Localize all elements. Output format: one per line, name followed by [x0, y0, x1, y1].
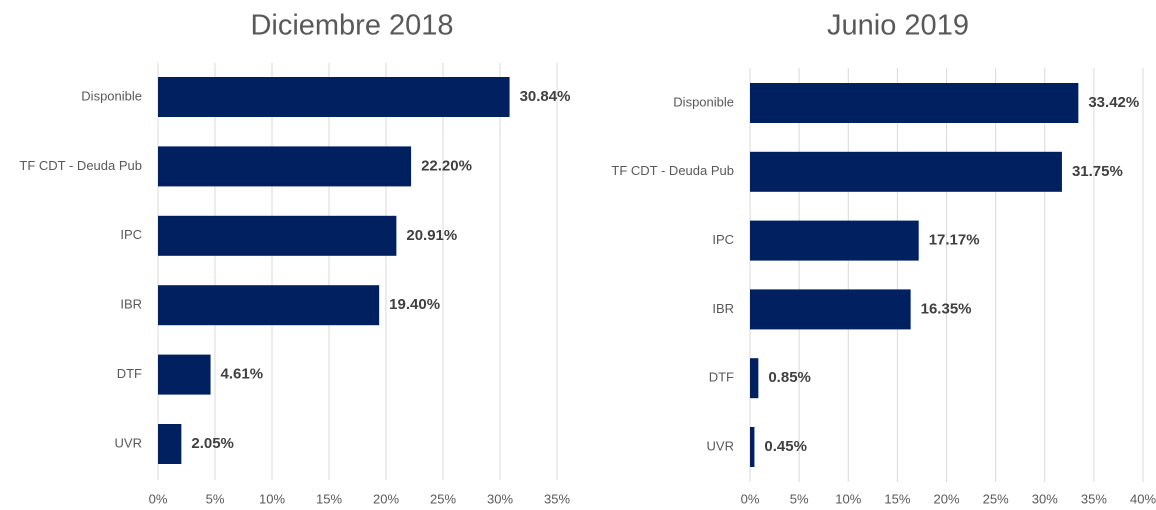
data-label: 2.05%: [191, 435, 234, 452]
y-tick-label: UVR: [115, 435, 142, 450]
bar: [158, 354, 211, 395]
y-tick-label: IBR: [712, 301, 734, 316]
y-tick-label: Disponible: [81, 88, 142, 103]
x-tick-label: 5%: [206, 491, 225, 506]
y-tick-label: IBR: [120, 297, 142, 312]
bar: [158, 77, 510, 117]
data-label: 31.75%: [1072, 163, 1123, 180]
y-tick-label: IPC: [712, 232, 734, 247]
x-tick-label: 25%: [983, 491, 1009, 506]
chart-title: Diciembre 2018: [250, 10, 453, 42]
y-tick-label: IPC: [120, 227, 142, 242]
data-label: 4.61%: [221, 366, 264, 383]
x-tick-label: 30%: [1032, 491, 1058, 506]
x-tick-label: 10%: [835, 491, 861, 506]
y-tick-label: TF CDT - Deuda Pub: [19, 158, 142, 173]
x-tick-label: 15%: [316, 491, 342, 506]
x-tick-label: 10%: [259, 491, 285, 506]
bar: [750, 83, 1079, 123]
x-tick-label: 15%: [884, 491, 910, 506]
x-tick-label: 35%: [1081, 491, 1107, 506]
y-tick-label: DTF: [709, 370, 734, 385]
bar: [158, 215, 397, 256]
bar: [750, 289, 911, 330]
x-tick-label: 25%: [430, 491, 456, 506]
x-tick-label: 5%: [790, 491, 809, 506]
data-label: 19.40%: [389, 296, 440, 313]
data-label: 0.45%: [764, 438, 807, 455]
data-label: 30.84%: [520, 88, 571, 105]
y-tick-label: TF CDT - Deuda Pub: [611, 163, 734, 178]
bar: [750, 151, 1062, 192]
y-tick-label: DTF: [117, 366, 142, 381]
chart-title: Junio 2019: [827, 10, 969, 42]
x-tick-label: 0%: [741, 491, 760, 506]
x-tick-label: 20%: [373, 491, 399, 506]
x-tick-label: 40%: [1130, 491, 1156, 506]
bar: [750, 427, 755, 467]
data-label: 16.35%: [921, 300, 972, 317]
data-label: 0.85%: [768, 369, 811, 386]
data-label: 33.42%: [1088, 94, 1139, 111]
bar: [158, 285, 380, 326]
x-tick-label: 30%: [487, 491, 513, 506]
y-tick-label: UVR: [707, 438, 734, 453]
x-tick-label: 35%: [544, 491, 570, 506]
bar: [750, 220, 919, 261]
bar: [750, 358, 759, 399]
x-tick-label: 0%: [149, 491, 168, 506]
x-tick-label: 20%: [933, 491, 959, 506]
bar: [158, 424, 182, 464]
y-tick-label: Disponible: [673, 94, 734, 109]
data-label: 20.91%: [406, 227, 457, 244]
data-label: 17.17%: [929, 232, 980, 249]
data-label: 22.20%: [421, 157, 472, 174]
bar: [158, 146, 412, 187]
